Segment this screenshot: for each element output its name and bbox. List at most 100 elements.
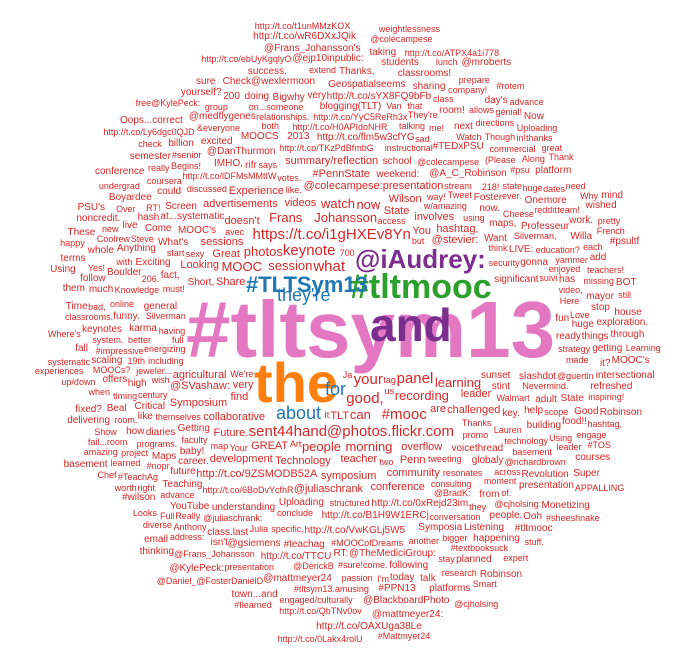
cloud-word: find: [230, 391, 249, 404]
cloud-word: add: [589, 252, 607, 264]
cloud-word: recording: [394, 388, 449, 404]
cloud-word: free@KylePeck:: [135, 97, 201, 108]
cloud-word: inspiring!: [588, 392, 625, 403]
cloud-word: Yes!: [87, 262, 106, 273]
cloud-word: yammer: [555, 254, 588, 265]
cloud-word: stop: [591, 301, 610, 313]
cloud-word: #psu: [510, 164, 530, 175]
cloud-word: community: [386, 467, 440, 480]
cloud-word: Anything: [116, 242, 156, 254]
cloud-word: getting: [592, 343, 623, 355]
cloud-word: Great: [212, 247, 240, 260]
cloud-word: sent44hand@photos.flickr.com: [248, 422, 454, 440]
cloud-word: passion: [341, 573, 373, 584]
cloud-word: Looking: [180, 259, 219, 272]
cloud-word: slashdot: [519, 371, 557, 383]
cloud-word: following: [389, 559, 429, 571]
cloud-word: lunch: [435, 56, 458, 67]
cloud-word: Silverman,: [514, 231, 557, 242]
cloud-word: votes.: [277, 173, 302, 183]
cloud-word: it?: [599, 358, 611, 370]
cloud-word: offers: [102, 374, 128, 386]
cloud-word: @mattmeyer24: [263, 572, 332, 584]
cloud-word: pretty: [597, 216, 621, 227]
cloud-word: now: [356, 197, 381, 213]
cloud-word: Where's: [48, 328, 81, 339]
cloud-word: excited: [200, 135, 233, 147]
cloud-word: moment: [483, 475, 517, 486]
cloud-word: instructional: [384, 143, 433, 154]
cloud-word: MOOCS: [240, 130, 279, 142]
cloud-word: #Ilearned: [234, 599, 272, 610]
cloud-word: mind: [601, 189, 623, 201]
cloud-word: general: [143, 300, 178, 312]
cloud-word: specific,: [271, 523, 304, 534]
cloud-word: has: [559, 273, 576, 285]
cloud-word: wished: [585, 200, 617, 212]
cloud-word: #TOS: [587, 439, 611, 450]
cloud-word: @DanThurmon: [206, 146, 276, 158]
cloud-word: #wilson: [121, 492, 156, 504]
cloud-word: courses: [575, 452, 611, 464]
cloud-word: #textbooksuck: [450, 543, 509, 554]
cloud-word: 200: [223, 90, 240, 102]
cloud-word: when: [88, 387, 111, 398]
cloud-word: Silverman: [145, 311, 186, 321]
cloud-word: research: [441, 568, 477, 579]
cloud-word: Johansson: [314, 210, 378, 226]
cloud-word: online: [109, 298, 134, 309]
cloud-word: http://t.co/0Lakx4rolU: [277, 633, 363, 644]
cloud-word: understanding: [211, 501, 276, 513]
cloud-word: delivering: [67, 414, 111, 426]
cloud-word: Revolution: [521, 468, 569, 480]
cloud-word: on...someone: [248, 101, 304, 112]
cloud-word: Thanks: [461, 418, 492, 429]
cloud-word: Using: [549, 432, 573, 443]
cloud-word: each: [583, 241, 603, 252]
cloud-word: technology: [504, 436, 548, 447]
cloud-word: Want: [483, 233, 507, 244]
cloud-word-iaudrey: @iAudrey:: [355, 244, 486, 274]
cloud-word: overflow: [401, 441, 443, 454]
cloud-word: learning: [434, 375, 482, 390]
cloud-word: energizing: [143, 344, 186, 355]
cloud-word: Wilson: [388, 192, 422, 205]
cloud-word: resonates: [442, 467, 483, 478]
cloud-word: #Mattmyer24: [377, 630, 431, 641]
cloud-word: systematic: [47, 356, 91, 367]
cloud-word: Exciting: [135, 256, 171, 268]
cloud-word: much: [88, 283, 114, 295]
cloud-word: dates: [543, 184, 566, 195]
cloud-word: Now: [523, 111, 544, 123]
cloud-word: sunset: [480, 369, 511, 381]
cloud-word: Your: [229, 443, 248, 454]
cloud-word: #teachag: [283, 539, 325, 551]
cloud-word: avec: [225, 226, 245, 237]
cloud-word: follow: [80, 272, 106, 284]
cloud-word: &everyone: [196, 123, 240, 134]
cloud-word: keynotes: [82, 324, 123, 336]
cloud-word: http://t.co/ATPX4a1i778: [404, 47, 500, 58]
cloud-word: leader: [556, 441, 582, 452]
cloud-word: hash: [137, 211, 160, 223]
cloud-word: stay: [438, 553, 455, 564]
cloud-word: #nopr: [146, 461, 170, 472]
cloud-word: Frans: [269, 209, 303, 225]
cloud-word: fact,: [160, 269, 180, 281]
cloud-word: @Frans_Johansson: [174, 549, 255, 560]
cloud-word: Thanks,: [339, 65, 375, 77]
cloud-word: across: [494, 466, 521, 477]
cloud-word: Anthony: [173, 521, 207, 532]
cloud-word: from: [479, 489, 500, 501]
cloud-word: Willa: [570, 230, 593, 242]
cloud-word: very: [307, 89, 327, 101]
cloud-word: @colecampese: [416, 156, 480, 167]
cloud-word: MOOC: [221, 258, 262, 274]
cloud-word: group: [204, 101, 228, 112]
cloud-word: project: [121, 447, 149, 458]
cloud-word: http://t.co/Ly6dgc0QJD: [103, 126, 195, 137]
cloud-word: #PennState: [312, 167, 371, 180]
cloud-word: thinking: [139, 545, 175, 557]
cloud-word: development: [209, 453, 273, 466]
